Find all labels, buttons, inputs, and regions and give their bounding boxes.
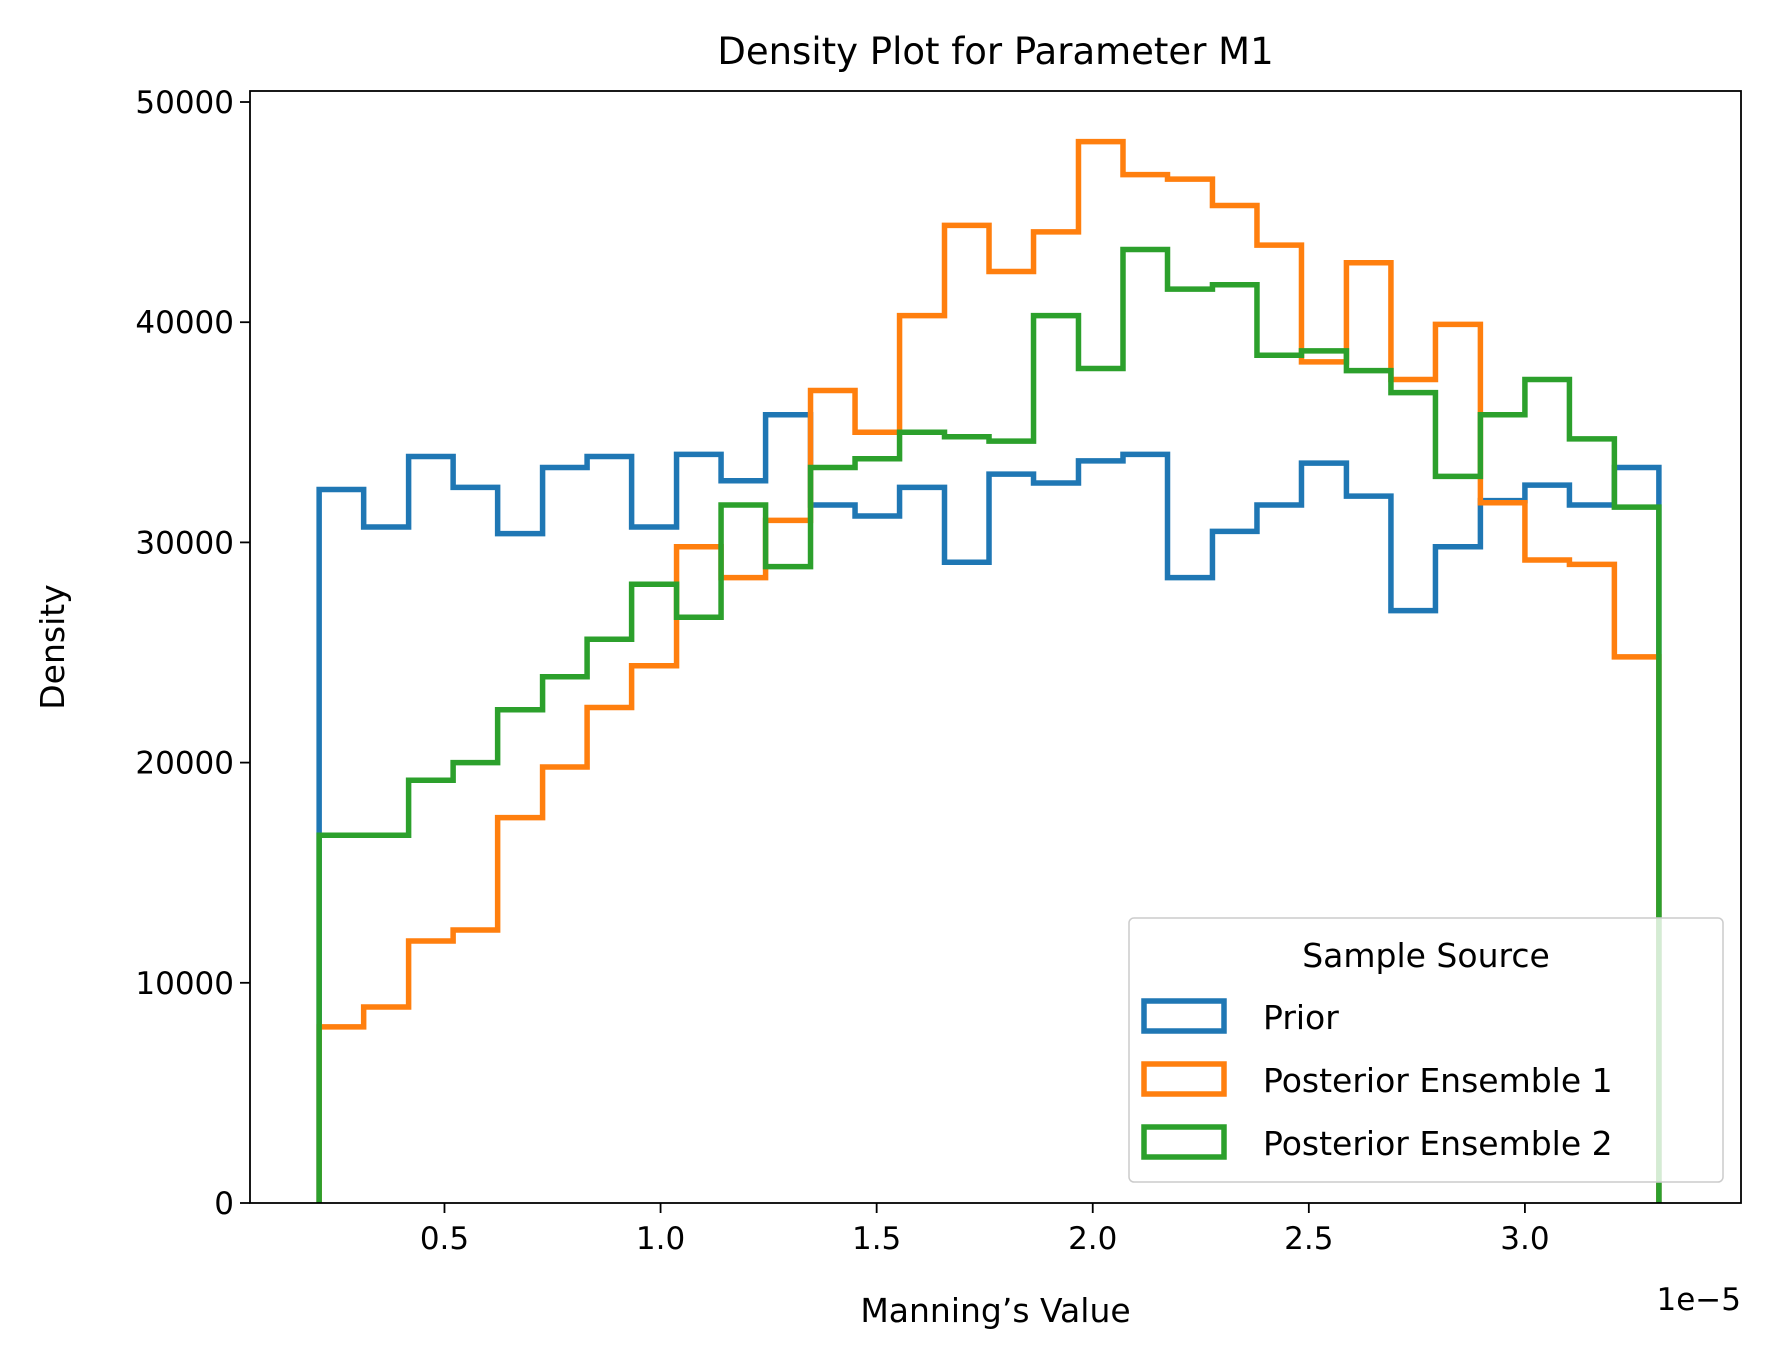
x-tick-label: 1.5	[852, 1221, 901, 1257]
plot-frame	[249, 90, 1742, 1204]
plot-series-layer	[316, 138, 1662, 1203]
legend-swatch	[1141, 1061, 1227, 1097]
y-tick-label: 30000	[135, 525, 234, 561]
x-tick-label: 2.0	[1068, 1221, 1117, 1257]
legend-items: Prior Posterior Ensemble 1 Posterior Ensem…	[1141, 998, 1613, 1163]
y-axis-title: Density	[33, 584, 72, 709]
x-tick-label: 3.0	[1500, 1221, 1549, 1257]
x-tick-label: 1.0	[636, 1221, 685, 1257]
series-outline-2	[316, 138, 1662, 1203]
y-tick-label: 50000	[135, 85, 234, 121]
legend-title: Sample Source	[1302, 936, 1550, 975]
x-tick-label: 0.5	[420, 1221, 469, 1257]
legend-label: Prior	[1263, 998, 1339, 1037]
legend-label: Posterior Ensemble 1	[1263, 1061, 1613, 1100]
y-tick-label: 40000	[135, 305, 234, 341]
legend-frame	[1128, 917, 1724, 1183]
series-outline-1	[316, 411, 1662, 1203]
x-axis-title: Manning’s Value	[860, 1291, 1130, 1330]
legend-swatch	[1141, 1124, 1227, 1160]
y-tick-label: 10000	[135, 966, 234, 1002]
legend-swatch	[1141, 998, 1227, 1034]
x-tick-label: 2.5	[1284, 1221, 1333, 1257]
x-axis-offset-label: 1e−5	[1657, 1282, 1742, 1318]
x-axis-ticks: 0.5 1.0 1.5 2.0 2.5 3.0	[420, 1203, 1550, 1257]
legend-label: Posterior Ensemble 2	[1263, 1124, 1613, 1163]
series-outline-3	[316, 246, 1662, 1203]
y-axis-ticks: 0 10000 20000 30000 40000 50000	[135, 85, 250, 1222]
y-tick-label: 0	[214, 1186, 234, 1222]
y-tick-label: 20000	[135, 746, 234, 782]
chart-title: Density Plot for Parameter M1	[717, 30, 1273, 73]
